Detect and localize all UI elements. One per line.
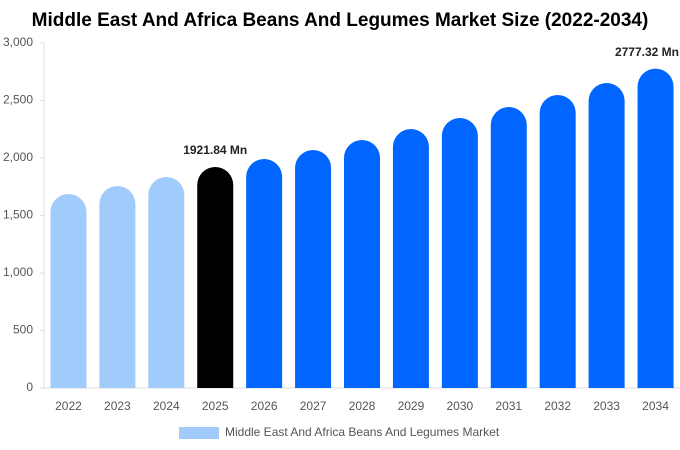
value-label: 1921.84 Mn	[183, 143, 247, 157]
x-tick-label: 2026	[251, 399, 278, 413]
bar	[539, 94, 576, 388]
value-label: 2777.32 Mn	[615, 45, 679, 59]
y-tick-label: 1,500	[3, 208, 33, 222]
y-tick-label: 3,000	[3, 35, 33, 49]
x-tick-label: 2024	[153, 399, 180, 413]
bar	[50, 193, 87, 388]
bar	[344, 139, 380, 388]
x-tick-label: 2027	[300, 399, 327, 413]
y-tick-label: 2,000	[3, 150, 33, 164]
x-tick-label: 2030	[446, 399, 473, 413]
chart-title: Middle East And Africa Beans And Legumes…	[32, 10, 649, 31]
y-tick-label: 0	[26, 380, 33, 394]
y-tick-label: 500	[13, 323, 33, 337]
bar	[246, 159, 283, 388]
legend-label: Middle East And Africa Beans And Legumes…	[225, 425, 500, 439]
x-tick-label: 2025	[202, 399, 229, 413]
x-tick-label: 2028	[349, 399, 376, 413]
x-tick-label: 2029	[398, 399, 425, 413]
x-tick-label: 2033	[593, 399, 620, 413]
bar	[441, 117, 478, 388]
bar	[99, 185, 136, 388]
x-tick-label: 2032	[544, 399, 571, 413]
x-tick-label: 2031	[495, 399, 522, 413]
x-tick-label: 2022	[55, 399, 82, 413]
bar	[588, 83, 625, 389]
bar	[197, 166, 234, 388]
bar	[148, 176, 185, 388]
y-tick-label: 2,500	[3, 93, 33, 107]
legend-swatch	[179, 427, 219, 439]
bar	[295, 149, 332, 388]
x-tick-label: 2034	[642, 399, 669, 413]
bar	[637, 68, 674, 388]
x-tick-label: 2023	[104, 399, 131, 413]
bar	[392, 129, 429, 388]
bar	[490, 107, 527, 389]
y-tick-label: 1,000	[3, 265, 33, 279]
